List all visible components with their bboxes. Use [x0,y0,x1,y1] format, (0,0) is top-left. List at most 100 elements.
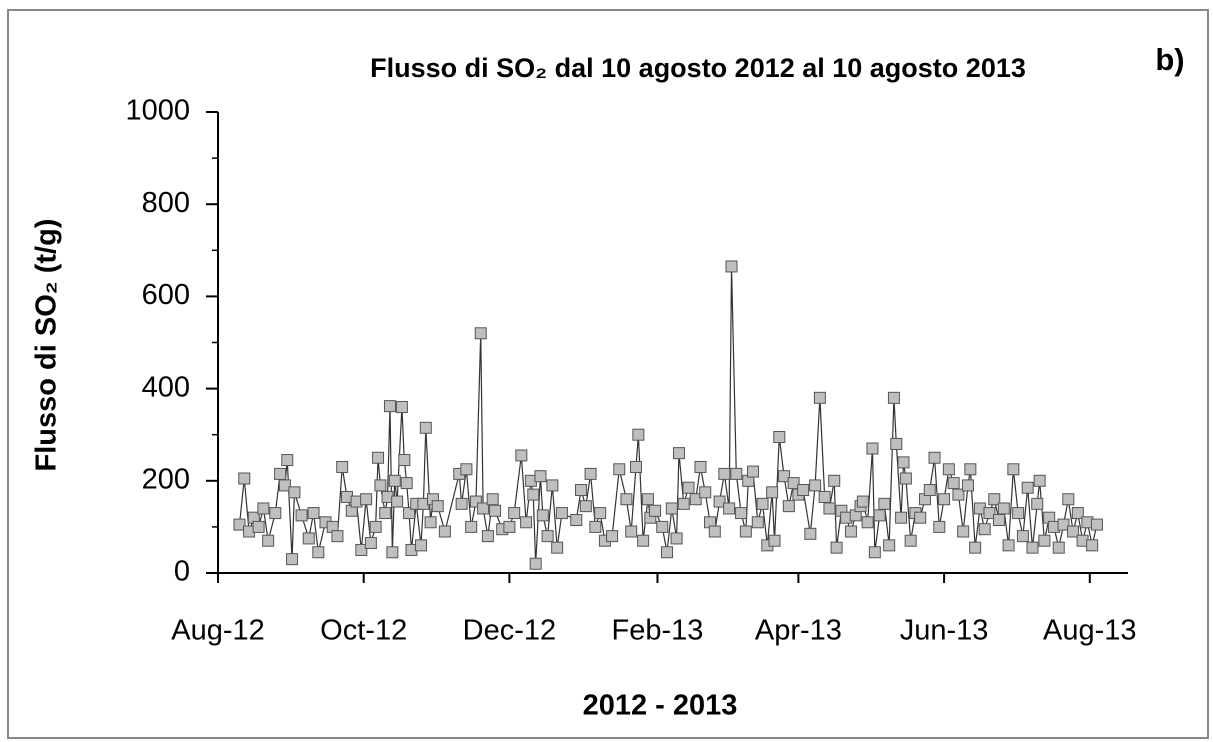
y-tick-label: 400 [142,371,190,403]
marker [923,484,936,497]
marker [388,474,401,487]
marker [1057,518,1070,531]
y-axis-label: Flusso di SO₂ (t/g) [31,219,63,472]
marker [952,488,965,501]
marker [957,525,970,538]
marker [238,472,251,485]
marker [360,493,373,506]
marker [890,437,903,450]
marker [1016,530,1029,543]
marker [1086,539,1099,552]
marker [899,472,912,485]
marker [641,493,654,506]
marker [486,493,499,506]
marker [828,474,841,487]
marker [978,523,991,536]
marker [257,502,270,515]
marker [474,327,487,340]
marker [527,488,540,501]
marker [355,543,368,556]
marker [575,484,588,497]
marker [364,537,377,550]
marker [856,495,869,508]
marker [904,534,917,547]
marker [983,507,996,520]
marker [269,507,282,520]
marker [481,530,494,543]
marker [723,502,736,515]
marker [942,463,955,476]
marker [689,493,702,506]
marker [252,520,265,533]
marker [584,467,597,480]
marker [1062,493,1075,506]
marker [993,513,1006,526]
marker [823,502,836,515]
marker [508,507,521,520]
marker [379,507,392,520]
marker [964,463,977,476]
y-tick-label: 0 [174,556,190,588]
marker [782,500,795,513]
marker [262,534,275,547]
marker [374,479,387,492]
marker [372,451,385,464]
marker [579,500,592,513]
marker [302,532,315,545]
marker [455,497,468,510]
marker [1067,525,1080,538]
marker [515,449,528,462]
marker [403,507,416,520]
marker [878,497,891,510]
frame [7,9,1209,739]
x-tick-label: Aug-12 [171,615,265,647]
marker [529,557,542,570]
marker [1021,481,1034,494]
marker [868,546,881,559]
marker [386,546,399,559]
y-tick-label: 600 [142,279,190,311]
x-tick-label: Oct-12 [320,615,407,647]
marker [938,493,951,506]
marker [1007,463,1020,476]
marker [431,500,444,513]
marker [534,470,547,483]
marker [751,516,764,529]
marker [465,520,478,533]
marker [797,484,810,497]
marker [369,520,382,533]
marker [546,479,559,492]
marker [415,539,428,552]
marker [708,525,721,538]
marker [424,516,437,529]
marker [1033,474,1046,487]
marker [233,518,246,531]
marker [672,447,685,460]
marker [1031,497,1044,510]
marker [1038,534,1051,547]
marker [969,541,982,554]
marker [773,431,786,444]
marker [286,553,299,566]
marker [1026,541,1039,554]
marker [665,502,678,515]
marker [632,428,645,441]
marker [551,541,564,554]
marker [469,495,482,508]
marker [460,463,473,476]
marker [735,507,748,520]
marker [1052,541,1065,554]
marker [503,520,516,533]
x-tick-label: Apr-13 [755,615,842,647]
marker [997,502,1010,515]
marker [625,525,638,538]
marker [961,479,974,492]
marker [766,486,779,499]
marker [988,493,1001,506]
y-tick-label: 200 [142,463,190,495]
marker [594,507,607,520]
marker [656,520,669,533]
marker [312,546,325,559]
x-tick-label: Feb-13 [612,615,704,647]
marker [383,400,396,413]
